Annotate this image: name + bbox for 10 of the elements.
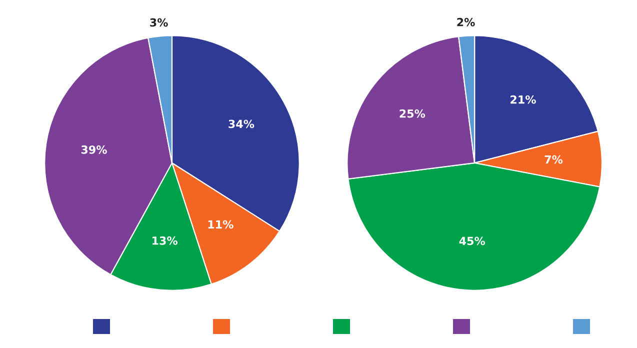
data-label: 3%: [150, 18, 168, 27]
data-label: 21%: [510, 95, 536, 104]
data-label: 13%: [152, 236, 178, 245]
data-label: 34%: [228, 120, 254, 128]
data-label: 45%: [459, 236, 486, 246]
data-label: 25%: [400, 109, 426, 118]
data-label: 7%: [544, 155, 563, 164]
data-label: 11%: [208, 220, 234, 229]
data-label: 2%: [457, 18, 475, 26]
data-label: 39%: [81, 145, 107, 154]
